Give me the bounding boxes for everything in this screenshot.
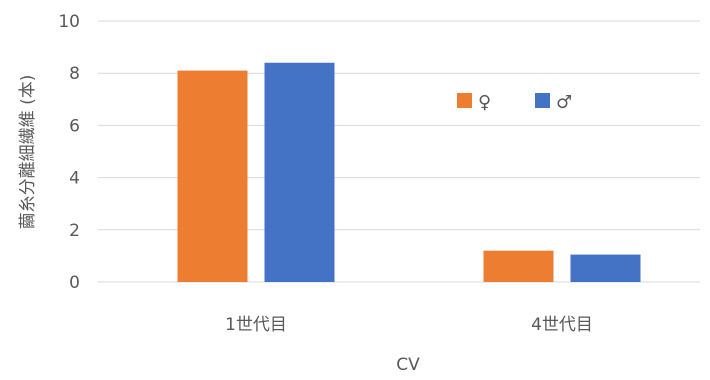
x-tick-label: 1世代目: [225, 315, 287, 335]
y-tick-label: 10: [58, 12, 80, 32]
y-tick-label: 2: [69, 221, 80, 241]
bar-female-2: [483, 250, 554, 282]
legend-swatch: [457, 93, 472, 108]
y-tick-label: 8: [69, 64, 80, 84]
legend-swatch: [535, 93, 550, 108]
legend-label: ♀: [478, 92, 491, 113]
bar-male-2: [570, 254, 641, 282]
y-axis-title: 繭糸分離細繊維 (本): [18, 75, 38, 230]
legend-label: ♂: [556, 92, 572, 113]
y-tick-label: 0: [69, 273, 80, 293]
x-axis-title: CV: [396, 355, 420, 375]
y-tick-label: 4: [69, 169, 80, 189]
x-tick-label: 4世代目: [531, 315, 593, 335]
y-axis-tick-labels: 0 2 4 6 8 10: [58, 12, 80, 293]
bar-female-1: [177, 70, 248, 282]
y-tick-label: 6: [69, 116, 80, 136]
bar-male-1: [264, 62, 335, 283]
bars: [177, 62, 641, 283]
x-axis-tick-labels: 1世代目 4世代目: [225, 315, 593, 335]
legend: ♀ ♂: [457, 92, 572, 113]
